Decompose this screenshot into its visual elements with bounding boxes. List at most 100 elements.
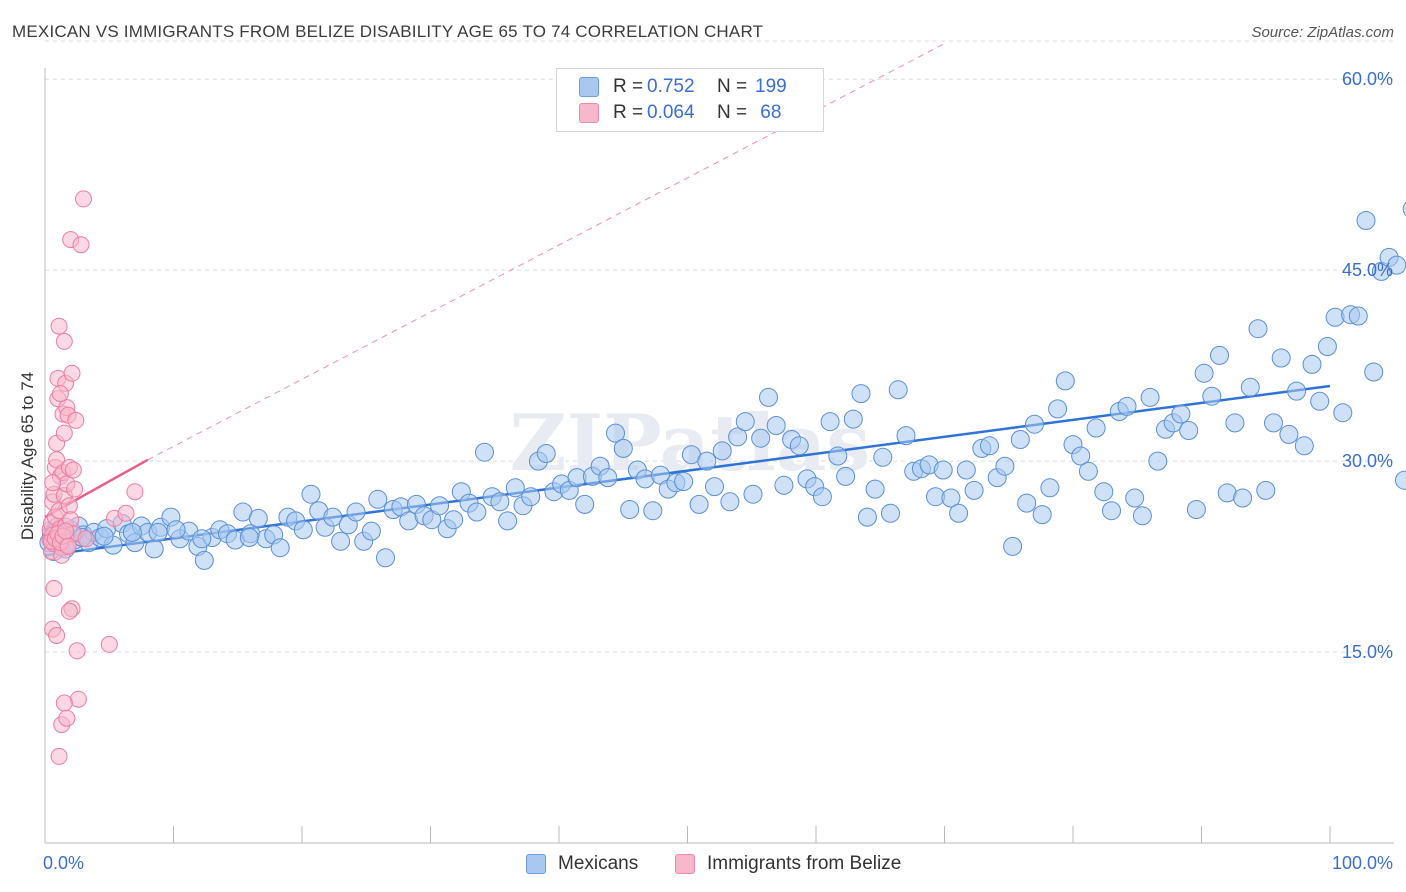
legend-label: Mexicans bbox=[558, 853, 639, 874]
n-value: 68 bbox=[755, 102, 782, 123]
mexicans-point bbox=[1125, 488, 1145, 508]
belize-points bbox=[41, 190, 144, 765]
mexicans-point bbox=[766, 416, 786, 435]
x-tick-label: 100.0% bbox=[1332, 853, 1393, 873]
mexicans-point bbox=[1210, 345, 1229, 365]
mexicans-point bbox=[368, 489, 388, 509]
mexicans-point bbox=[1287, 381, 1307, 401]
mexicans-point bbox=[735, 412, 755, 432]
mexicans-point bbox=[873, 447, 893, 467]
mexicans-point bbox=[881, 503, 900, 523]
stats-legend: R = 0.752 N = 199 R = 0.064 N = 68 bbox=[556, 68, 824, 132]
belize-point bbox=[117, 504, 135, 522]
belize-point bbox=[55, 694, 73, 712]
mexicans-point bbox=[1356, 211, 1376, 230]
mexicans-point bbox=[896, 426, 916, 446]
mexicans-point bbox=[430, 496, 449, 516]
mexicans-point bbox=[1025, 414, 1044, 434]
mexicans-point bbox=[956, 460, 976, 480]
mexicans-point bbox=[166, 520, 186, 540]
mexicans-point bbox=[606, 423, 625, 443]
mexicans-point bbox=[720, 492, 740, 512]
belize-point bbox=[63, 364, 81, 382]
mexicans-point bbox=[888, 380, 908, 400]
mexicans-point bbox=[865, 479, 885, 499]
belize-swatch bbox=[675, 854, 695, 874]
mexicans-point bbox=[941, 488, 961, 508]
mexicans-point bbox=[751, 428, 771, 448]
mexicans-point bbox=[1317, 337, 1337, 356]
mexicans-point bbox=[1348, 306, 1368, 326]
x-tick-label: 0.0% bbox=[43, 853, 84, 873]
r-label: R = bbox=[613, 102, 644, 123]
mexicans-point bbox=[995, 456, 1015, 476]
mexicans-point bbox=[490, 492, 510, 512]
belize-point bbox=[50, 317, 68, 335]
mexicans-point bbox=[851, 384, 871, 404]
mexicans-point bbox=[598, 468, 618, 488]
mexicans-point bbox=[1179, 421, 1199, 440]
belize-point bbox=[57, 522, 75, 540]
axis-labels: 15.0% 30.0% 45.0% 60.0% 0.0% 100.0% Disability… bbox=[18, 69, 1393, 873]
legend-item-mexicans[interactable]: Mexicans bbox=[526, 852, 638, 876]
belize-point bbox=[60, 602, 78, 620]
mexicans-point bbox=[643, 501, 663, 521]
mexicans-point bbox=[1302, 354, 1322, 374]
legend-item-belize[interactable]: Immigrants from Belize bbox=[675, 852, 901, 876]
belize-point bbox=[100, 635, 118, 653]
mexicans-point bbox=[697, 451, 717, 471]
belize-point bbox=[44, 474, 62, 492]
belize-point bbox=[59, 537, 77, 555]
gridlines bbox=[45, 40, 1394, 653]
mexicans-point bbox=[194, 550, 214, 570]
belize-point bbox=[67, 411, 85, 429]
mexicans-point bbox=[836, 466, 856, 486]
mexicans-point bbox=[475, 442, 494, 462]
belize-point bbox=[69, 690, 87, 708]
n-label: N = bbox=[717, 102, 748, 123]
mexicans-point bbox=[148, 522, 168, 542]
legend-label: Immigrants from Belize bbox=[707, 853, 902, 874]
mexicans-point bbox=[812, 487, 832, 507]
belize-point bbox=[55, 332, 73, 350]
mexicans-point bbox=[620, 500, 640, 519]
mexicans-point bbox=[376, 548, 395, 568]
mexicans-point bbox=[1248, 319, 1268, 339]
mexicans-point bbox=[1186, 500, 1206, 519]
mexicans-point bbox=[331, 531, 351, 551]
mexicans-point bbox=[575, 494, 595, 514]
mexicans-point bbox=[1225, 413, 1245, 433]
y-tick-label: 45.0% bbox=[1342, 260, 1393, 280]
mexicans-point bbox=[933, 460, 953, 480]
mexicans-point bbox=[1003, 536, 1023, 556]
belize-point bbox=[45, 579, 63, 597]
mexicans-point bbox=[239, 528, 259, 547]
mexicans-swatch bbox=[526, 854, 546, 874]
chart-title: MEXICAN VS IMMIGRANTS FROM BELIZE DISABI… bbox=[12, 22, 764, 41]
mexicans-point bbox=[323, 507, 343, 527]
mexicans-point bbox=[536, 444, 556, 463]
y-tick-label: 60.0% bbox=[1342, 69, 1393, 89]
mexicans-point bbox=[293, 520, 313, 540]
mexicans-point bbox=[789, 436, 809, 456]
mexicans-point bbox=[94, 526, 114, 546]
mexicans-point bbox=[743, 484, 763, 504]
mexicans-point bbox=[613, 438, 633, 458]
source-label: Source: ZipAtlas.com bbox=[1251, 24, 1394, 41]
belize-point bbox=[72, 236, 90, 254]
mexicans-point bbox=[1040, 478, 1060, 498]
mexicans-point bbox=[1171, 404, 1191, 424]
belize-point bbox=[50, 747, 68, 765]
mexicans-point bbox=[270, 538, 290, 558]
belize-point bbox=[51, 385, 69, 403]
mexicans-point bbox=[820, 412, 840, 432]
mexicans-point bbox=[1333, 403, 1353, 423]
belize-point bbox=[66, 480, 84, 498]
mexicans-swatch bbox=[579, 77, 599, 97]
r-value: 0.064 bbox=[647, 102, 695, 123]
mexicans-point bbox=[1256, 480, 1276, 500]
mexicans-point bbox=[248, 508, 268, 528]
belize-point bbox=[75, 190, 92, 208]
legend-row-mexicans: R = 0.752 N = 199 bbox=[579, 75, 787, 99]
